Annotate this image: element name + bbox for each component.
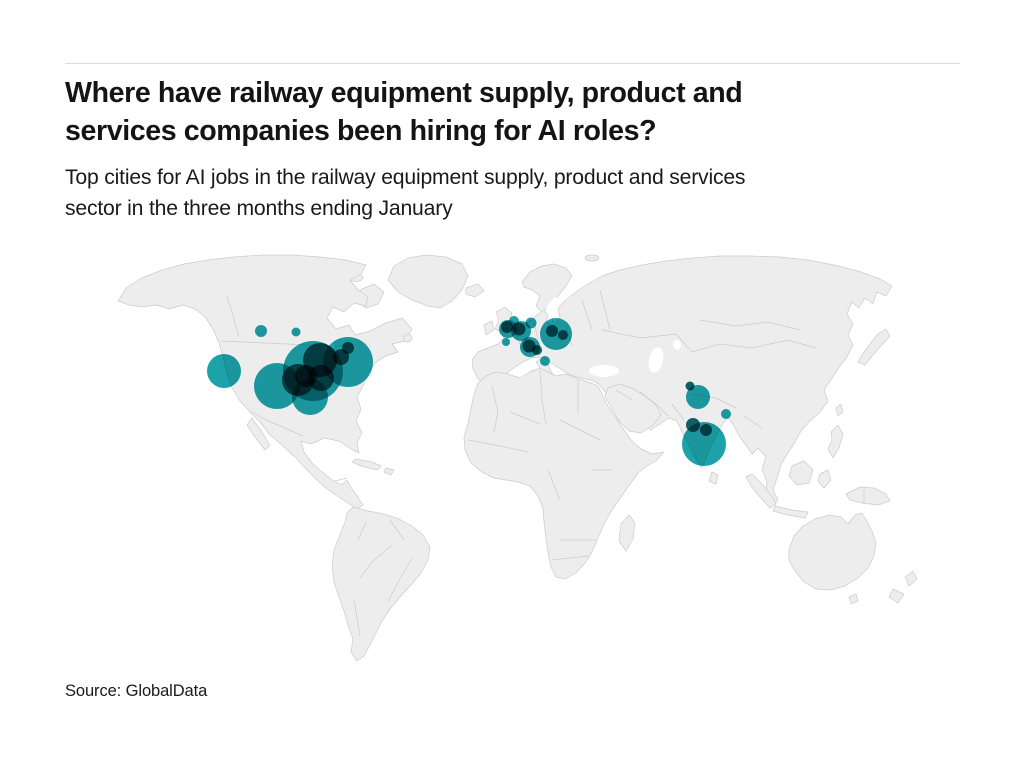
city-bubble-south-asia [721, 409, 731, 419]
chart-subtitle: Top cities for AI jobs in the railway eq… [65, 165, 746, 220]
city-bubble-north-america [342, 342, 354, 354]
city-bubble-north-america [207, 354, 241, 388]
world-map-land [117, 254, 918, 662]
city-bubble-north-america [291, 327, 301, 337]
chart-title: Where have railway equipment supply, pro… [65, 77, 743, 147]
city-bubble-south-asia [700, 424, 712, 436]
city-bubble-europe [558, 330, 568, 340]
city-bubble-south-asia [685, 381, 695, 391]
city-bubble-europe [540, 356, 550, 366]
city-bubble-south-asia [682, 422, 726, 466]
city-bubble-europe [546, 325, 558, 337]
city-bubble-north-america [255, 325, 267, 337]
top-divider [65, 63, 960, 64]
city-bubble-europe [512, 322, 526, 336]
source-attribution: Source: GlobalData [65, 682, 208, 700]
city-bubble-europe [532, 345, 542, 355]
city-bubble-north-america [323, 337, 373, 387]
city-bubble-north-america [295, 365, 317, 387]
city-bubble-europe [502, 338, 510, 346]
country-borders [221, 289, 865, 637]
city-bubble-south-asia [686, 385, 710, 409]
city-bubble-europe [525, 317, 537, 329]
hiring-bubbles [207, 316, 731, 466]
city-bubble-south-asia [686, 418, 700, 432]
city-bubble-europe [501, 321, 513, 333]
